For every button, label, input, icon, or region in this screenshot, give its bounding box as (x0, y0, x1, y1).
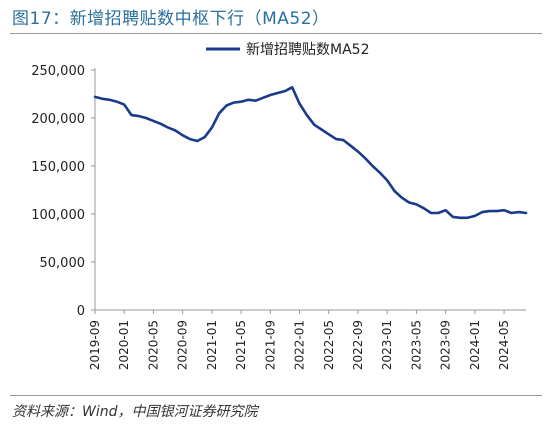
data-point (306, 114, 308, 116)
source-note: 资料来源：Wind，中国银河证券研究院 (12, 404, 258, 420)
data-point (503, 209, 505, 211)
x-tick-label: 2023-09 (439, 320, 453, 370)
data-point (167, 127, 169, 129)
data-point (255, 100, 257, 102)
data-point (379, 172, 381, 174)
data-point (328, 133, 330, 135)
x-tick-label: 2021-05 (234, 320, 248, 370)
data-point (393, 190, 396, 192)
y-axis-ticks: 0 50,000 100,000 150,000 200,000 250,000 (31, 64, 95, 319)
x-tick-label: 2020-01 (117, 320, 131, 370)
data-point (189, 138, 191, 140)
x-tick-label: 2019-09 (88, 320, 102, 370)
series-lines (93, 86, 528, 220)
data-point (496, 210, 498, 212)
data-point (430, 212, 432, 214)
data-point (233, 102, 235, 104)
data-point (123, 104, 125, 106)
data-point (298, 103, 301, 105)
data-point (225, 104, 228, 107)
data-point (262, 97, 264, 99)
data-point (160, 123, 162, 125)
data-point (364, 157, 366, 159)
chart-axes (94, 68, 526, 311)
data-point (277, 92, 279, 94)
x-tick-label: 2022-09 (351, 320, 365, 370)
x-tick-label: 2020-09 (176, 320, 190, 370)
data-point (101, 98, 103, 100)
data-point (109, 99, 111, 101)
data-point (240, 101, 242, 103)
x-axis-ticks: 2019-09 2020-01 2020-05 2020-09 2021-01 2021-… (88, 310, 511, 370)
data-point (510, 212, 512, 214)
x-tick-label: 2021-09 (263, 320, 277, 370)
data-point (372, 165, 374, 167)
data-point (145, 117, 147, 119)
y-tick-label: 100,000 (31, 208, 85, 223)
data-point (386, 179, 388, 181)
data-point (247, 99, 249, 101)
x-tick-label: 2021-01 (205, 320, 219, 370)
x-tick-label: 2023-01 (380, 320, 394, 370)
data-point (467, 217, 469, 219)
data-point (218, 112, 220, 114)
legend: 新增招聘贴数MA52 (206, 42, 369, 58)
data-point (518, 211, 520, 213)
data-point (130, 114, 133, 116)
data-point (335, 138, 337, 140)
data-point (452, 216, 454, 218)
x-tick-label: 2024-01 (468, 320, 482, 370)
series-line-0 (93, 86, 528, 220)
data-point (320, 128, 323, 131)
data-point (182, 134, 184, 136)
data-point (284, 90, 286, 92)
data-point (291, 86, 293, 88)
y-tick-label: 200,000 (31, 112, 85, 127)
data-point (116, 101, 118, 103)
data-point (445, 209, 447, 211)
x-tick-label: 2020-05 (146, 320, 160, 370)
data-point (423, 207, 425, 209)
data-point (474, 215, 476, 217)
y-tick-label: 150,000 (31, 160, 85, 175)
data-point (415, 203, 417, 205)
data-point (152, 120, 154, 122)
legend-label: 新增招聘贴数MA52 (246, 42, 369, 58)
x-tick-label: 2022-05 (322, 320, 336, 370)
data-point (401, 197, 403, 199)
x-tick-label: 2024-05 (497, 320, 511, 370)
data-point (269, 94, 271, 96)
data-point (357, 151, 359, 153)
data-point (525, 212, 527, 214)
data-point (211, 127, 213, 129)
data-point (313, 124, 315, 126)
data-point (196, 140, 198, 142)
data-point (342, 139, 344, 141)
x-tick-label: 2022-01 (293, 320, 307, 370)
data-point (94, 96, 96, 98)
data-point (408, 201, 410, 204)
y-tick-label: 250,000 (31, 64, 85, 79)
data-point (488, 210, 491, 212)
data-point (437, 212, 439, 214)
figure-title: 图17：新增招聘贴数中枢下行（MA52） (12, 9, 330, 29)
data-point (138, 115, 140, 117)
y-tick-label: 0 (77, 304, 85, 319)
data-point (204, 136, 206, 138)
data-point (350, 145, 352, 147)
data-point (174, 129, 176, 132)
data-point (459, 217, 461, 219)
top-rule (10, 33, 542, 34)
x-tick-label: 2023-05 (409, 320, 423, 370)
bottom-rule (10, 395, 542, 396)
data-point (481, 211, 483, 213)
y-tick-label: 50,000 (40, 256, 86, 271)
